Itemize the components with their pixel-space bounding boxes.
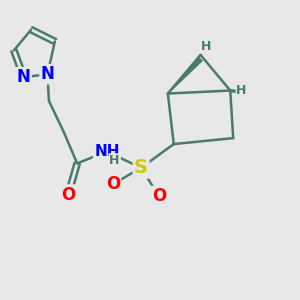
Text: N: N [40, 65, 54, 83]
Text: H: H [201, 40, 211, 53]
Text: S: S [134, 158, 148, 177]
Text: H: H [109, 154, 119, 167]
Text: O: O [106, 175, 120, 193]
Text: O: O [61, 186, 75, 204]
Polygon shape [168, 58, 202, 94]
Text: H: H [236, 84, 247, 97]
Text: N: N [17, 68, 31, 86]
Text: O: O [152, 187, 166, 205]
Text: NH: NH [94, 144, 120, 159]
